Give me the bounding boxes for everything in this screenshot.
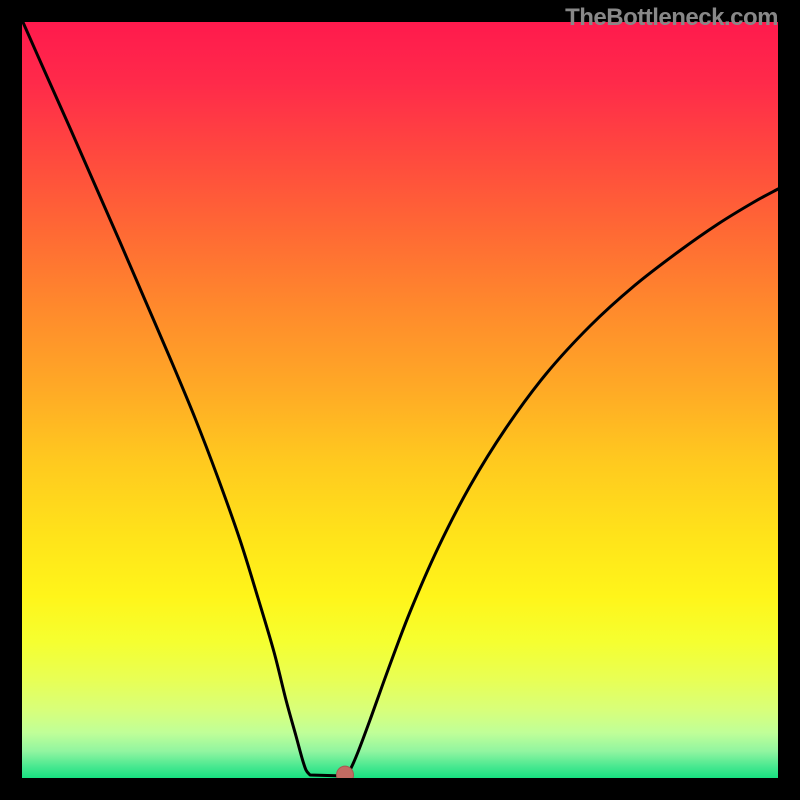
plot-background (22, 22, 778, 778)
watermark-text: TheBottleneck.com (565, 4, 778, 32)
chart-container: TheBottleneck.com (0, 0, 800, 800)
bottleneck-chart (0, 0, 800, 800)
